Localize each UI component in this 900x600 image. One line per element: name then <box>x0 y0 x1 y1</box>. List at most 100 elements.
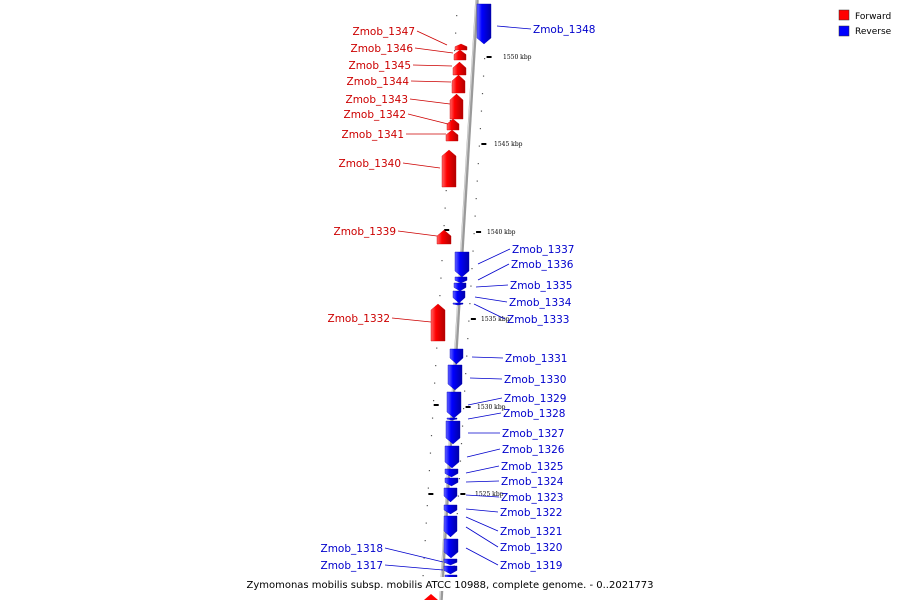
minor-tick <box>455 32 457 34</box>
gene-label-zmob-1331[interactable]: Zmob_1331 <box>505 353 567 365</box>
gene-label-zmob-1347[interactable]: Zmob_1347 <box>353 26 415 38</box>
gene-feature-zmob-1347[interactable] <box>454 43 468 51</box>
leader-line <box>414 47 454 54</box>
gene-feature-zmob-1343[interactable] <box>449 93 464 120</box>
gene-label-zmob-1319[interactable]: Zmob_1319 <box>500 560 562 572</box>
gene-feature-zmob-1337[interactable] <box>454 251 470 278</box>
leader-line <box>465 516 499 532</box>
gene-label-zmob-1321[interactable]: Zmob_1321 <box>500 526 562 538</box>
leader-line <box>466 448 501 458</box>
gene-feature-zmob-1326[interactable] <box>444 445 460 469</box>
gene-label-zmob-1332[interactable]: Zmob_1332 <box>328 313 390 325</box>
gene-features <box>430 3 492 581</box>
scale-label: 1540 kbp <box>487 229 516 236</box>
leader-line <box>465 547 499 566</box>
gene-label-zmob-1348[interactable]: Zmob_1348 <box>533 24 595 36</box>
gene-label-zmob-1339[interactable]: Zmob_1339 <box>334 226 396 238</box>
minor-tick <box>470 285 472 287</box>
gene-label-zmob-1340[interactable]: Zmob_1340 <box>339 158 401 170</box>
leader-line <box>474 296 508 303</box>
gene-feature-zmob-1346[interactable] <box>453 49 467 61</box>
gene-feature-zmob-1333[interactable] <box>452 302 464 306</box>
gene-label-zmob-1346[interactable]: Zmob_1346 <box>351 43 414 55</box>
gene-label-zmob-1335[interactable]: Zmob_1335 <box>510 280 572 292</box>
gene-feature-zmob-1324[interactable] <box>444 477 459 487</box>
gene-feature-zmob-1345[interactable] <box>452 61 467 76</box>
minor-tick <box>466 355 468 357</box>
leader-line <box>465 480 500 483</box>
gene-label-zmob-1327[interactable]: Zmob_1327 <box>502 428 564 440</box>
minor-tick <box>464 390 466 392</box>
major-tick <box>486 56 492 58</box>
gene-label-zmob-1342[interactable]: Zmob_1342 <box>344 109 406 121</box>
gene-label-zmob-1337[interactable]: Zmob_1337 <box>512 244 574 256</box>
minor-tick <box>439 295 441 297</box>
leader-line <box>416 30 448 46</box>
minor-tick <box>443 225 445 227</box>
gene-feature-zmob-1339[interactable] <box>436 229 452 245</box>
minor-tick <box>463 408 465 410</box>
minor-tick <box>474 215 476 217</box>
gene-feature-zmob-1327[interactable] <box>445 420 461 445</box>
gene-feature-zmob-1344[interactable] <box>451 74 466 94</box>
minor-tick <box>440 277 442 279</box>
gene-feature-zmob-1319[interactable] <box>443 558 458 566</box>
genome-caption: Zymomonas mobilis subsp. mobilis ATCC 10… <box>246 580 653 591</box>
gene-feature-zmob-1328[interactable] <box>446 417 458 421</box>
gene-feature-zmob-1332[interactable] <box>430 303 446 342</box>
gene-feature-zmob-1340[interactable] <box>441 149 457 188</box>
gene-label-zmob-1328[interactable]: Zmob_1328 <box>503 408 565 420</box>
gene-label-zmob-1333[interactable]: Zmob_1333 <box>507 314 569 326</box>
legend-label-reverse: Reverse <box>855 27 892 37</box>
gene-label-zmob-1330[interactable]: Zmob_1330 <box>504 374 566 386</box>
gene-feature-zmob-1322[interactable] <box>443 504 458 515</box>
gene-label-zmob-1325[interactable]: Zmob_1325 <box>501 461 563 473</box>
gene-label-zmob-1334[interactable]: Zmob_1334 <box>509 297 572 309</box>
gene-label-zmob-1336[interactable]: Zmob_1336 <box>511 259 574 271</box>
gene-label-zmob-1322[interactable]: Zmob_1322 <box>500 507 562 519</box>
leader-line <box>412 64 453 67</box>
minor-tick <box>458 478 460 480</box>
leader-line <box>465 526 499 548</box>
gene-feature-zmob-1341[interactable] <box>445 129 459 142</box>
gene-feature-zmob-1320[interactable] <box>443 538 459 559</box>
gene-label-zmob-1323[interactable]: Zmob_1323 <box>501 492 563 504</box>
minor-tick <box>449 120 451 122</box>
gene-label-zmob-1326[interactable]: Zmob_1326 <box>502 444 565 456</box>
gene-label-zmob-1345[interactable]: Zmob_1345 <box>349 60 411 72</box>
gene-feature-zmob-1325[interactable] <box>444 468 459 478</box>
gene-feature-zmob-1318[interactable] <box>443 565 458 575</box>
gene-label-zmob-1317[interactable]: Zmob_1317 <box>321 560 383 572</box>
major-tick <box>476 231 482 233</box>
gene-label-zmob-1329[interactable]: Zmob_1329 <box>504 393 566 405</box>
gene-feature-zmob-1342[interactable] <box>446 118 460 131</box>
leader-line <box>465 465 500 474</box>
leader-line <box>477 248 511 265</box>
major-tick <box>433 404 439 406</box>
gene-feature-zmob-1334[interactable] <box>452 290 466 304</box>
gene-feature-zmob-1336[interactable] <box>454 276 468 284</box>
legend-swatch-reverse <box>838 25 850 37</box>
gene-feature-zmob-1323[interactable] <box>443 487 458 503</box>
leader-line <box>473 303 506 320</box>
gene-label-zmob-1324[interactable]: Zmob_1324 <box>501 476 564 488</box>
gene-feature-zmob-1329[interactable] <box>446 391 462 419</box>
gene-label-zmob-1341[interactable]: Zmob_1341 <box>342 129 404 141</box>
minor-tick <box>468 320 470 322</box>
minor-tick <box>428 470 430 472</box>
gene-feature-zmob-1321[interactable] <box>443 515 458 538</box>
leader-line <box>467 412 502 420</box>
gene-label-zmob-1318[interactable]: Zmob_1318 <box>321 543 383 555</box>
major-tick <box>465 406 471 408</box>
gene-label-zmob-1344[interactable]: Zmob_1344 <box>347 76 410 88</box>
major-tick <box>444 229 450 231</box>
scale-label: 1545 kbp <box>494 141 523 148</box>
gene-feature-zmob-1330[interactable] <box>447 364 463 391</box>
gene-label-zmob-1343[interactable]: Zmob_1343 <box>346 94 408 106</box>
minor-tick <box>471 268 473 270</box>
gene-feature-zmob-1348[interactable] <box>476 3 492 45</box>
minor-tick <box>430 435 433 437</box>
gene-label-zmob-1320[interactable]: Zmob_1320 <box>500 542 562 554</box>
gene-feature-zmob-1335[interactable] <box>453 282 467 292</box>
gene-feature-zmob-1331[interactable] <box>449 348 464 365</box>
